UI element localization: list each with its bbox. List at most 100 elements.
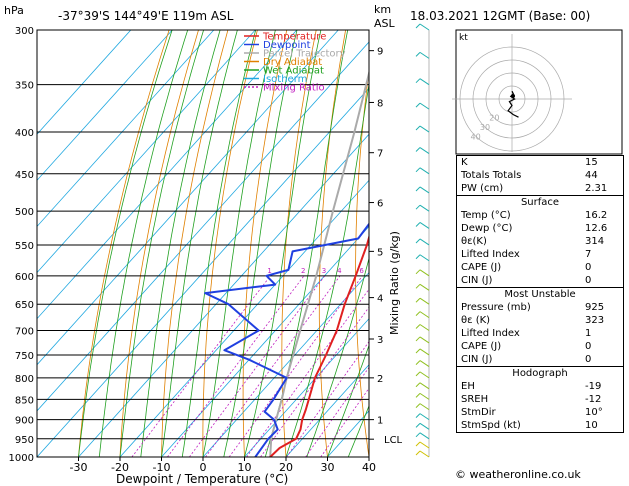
pressure-tick-label: 1000 — [9, 453, 34, 464]
mu-cin: CIN (J) 0 — [461, 354, 592, 365]
mu-lifted-index: Lifted Index 1 — [461, 328, 592, 339]
km-tick-label: 4 — [377, 294, 383, 305]
mu-cape: CAPE (J) 0 — [461, 341, 592, 352]
wind-barb-flag — [415, 147, 421, 152]
wind-barb-flag — [415, 422, 421, 428]
wind-barb-flag — [415, 102, 421, 108]
copyright: © weatheronline.co.uk — [455, 468, 581, 481]
pressure-tick-label: 650 — [15, 300, 34, 311]
hodograph-title: Hodograph — [512, 368, 568, 379]
isotherm-line — [244, 318, 369, 457]
surface-section: Surface Temp (°C) 16.2 Dewp (°C) 12.6 θε(K… — [457, 195, 623, 287]
surface-temp: Temp (°C) 16.2 — [461, 210, 608, 221]
km-tick-label: 8 — [377, 98, 383, 109]
wind-barb-flag — [415, 324, 421, 329]
temp-tick-label: -10 — [153, 461, 171, 474]
wind-barb-flag — [415, 413, 421, 418]
isotherm-line — [37, 30, 132, 135]
hodo-stmspd: StmSpd (kt) 10 — [461, 420, 598, 431]
stats-table: K 15 Totals Totals 44 PW (cm) 2.31 Surface … — [456, 155, 624, 433]
wind-barb — [419, 382, 430, 390]
legend-entry: Dewpoint — [263, 40, 311, 51]
legend-entry: Isotherm — [263, 74, 307, 85]
wet-adiabat-line — [98, 30, 189, 457]
surface-lifted-index: Lifted Index 7 — [461, 249, 592, 260]
km-tick-label: 5 — [377, 247, 383, 258]
stats-row-tt: Totals Totals 44 — [461, 170, 598, 181]
wind-barb-flag — [415, 52, 421, 57]
mixing-ratio-line — [305, 366, 369, 457]
mixing-ratio-label: 6 — [359, 267, 364, 275]
pressure-tick-label: 450 — [15, 170, 34, 181]
pressure-tick-label: 850 — [15, 395, 34, 406]
wind-barb — [419, 432, 430, 440]
stats-row-pw: PW (cm) 2.31 — [461, 183, 608, 194]
wind-barb-flag — [415, 348, 421, 354]
parcel-trajectory-line — [269, 69, 369, 457]
temp-tick-label: 30 — [321, 461, 335, 474]
mixing-ratio-label: 4 — [337, 267, 342, 275]
wind-barb-flag — [415, 432, 421, 438]
mixing-ratio-label: 25 — [446, 267, 455, 275]
isotherm-line — [78, 133, 369, 457]
wind-barb — [419, 269, 430, 277]
stats-row-k: K 15 — [461, 157, 598, 168]
wind-barb — [419, 222, 430, 229]
isotherm-line — [37, 30, 298, 320]
wind-barb-flag — [415, 167, 421, 173]
wind-barb-flag — [415, 441, 421, 447]
wind-barb — [419, 254, 430, 262]
isotherm-line — [37, 87, 369, 457]
surface-cin: CIN (J) 0 — [461, 275, 592, 286]
wind-barb-flag — [415, 78, 421, 84]
asl-label: ASL — [374, 17, 396, 30]
pressure-tick-label: 500 — [15, 207, 34, 218]
isotherm-line — [161, 225, 369, 457]
km-tick-label: 7 — [377, 149, 383, 160]
isotherm-line — [119, 179, 369, 457]
temperature-line — [269, 233, 369, 457]
hodograph-ring-label: 40 — [471, 132, 481, 141]
legend-entry: Wet Adiabat — [263, 66, 324, 77]
wind-barb — [419, 413, 430, 421]
km-tick-label: 2 — [377, 374, 383, 385]
mixing-ratio-label: 3 — [322, 267, 326, 275]
wind-barb — [419, 311, 430, 319]
pressure-tick-label: 750 — [15, 351, 34, 362]
sounding-profiles — [204, 69, 369, 457]
km-tick-label: 6 — [377, 199, 383, 210]
wind-barb-flag — [415, 283, 421, 289]
wind-barb-flag — [415, 371, 421, 377]
pressure-tick-label: 950 — [15, 435, 34, 446]
wind-barb-flag — [415, 450, 421, 456]
km-tick-label: LCL — [384, 435, 403, 446]
isotherm-line — [37, 30, 256, 274]
dry-adiabat-line — [78, 30, 170, 457]
wind-barb-flag — [415, 186, 421, 192]
location-title: -37°39'S 144°49'E 119m ASL — [58, 9, 234, 23]
hodograph-frame — [455, 29, 623, 155]
hodograph-section: Hodograph EH -19 SREH -12 StmDir 10° StmSpd… — [457, 366, 623, 432]
wind-barb — [419, 204, 430, 212]
wind-barb — [419, 371, 430, 379]
temp-tick-label: 10 — [238, 461, 252, 474]
wind-barb-flag — [415, 403, 421, 408]
wind-barb — [419, 238, 430, 246]
x-axis-title: Dewpoint / Temperature (°C) — [116, 472, 288, 486]
pressure-tick-label: 550 — [15, 241, 34, 252]
wind-barb-flag — [415, 222, 421, 227]
wind-barb-flag — [415, 238, 421, 244]
hodo-eh: EH -19 — [461, 381, 602, 392]
wind-barb — [419, 336, 430, 344]
hodograph-unit: kt — [459, 33, 468, 43]
wind-barb — [419, 403, 430, 411]
wind-barb-flag — [415, 360, 421, 365]
pressure-tick-label: 900 — [15, 416, 34, 427]
dewpoint-line — [204, 222, 369, 457]
wind-barb — [419, 186, 430, 194]
legend-entry: Temperature — [262, 32, 326, 43]
most-unstable-section: Most Unstable Pressure (mb) 925 θε (K) 323… — [457, 287, 623, 366]
temp-tick-label: -30 — [70, 461, 88, 474]
